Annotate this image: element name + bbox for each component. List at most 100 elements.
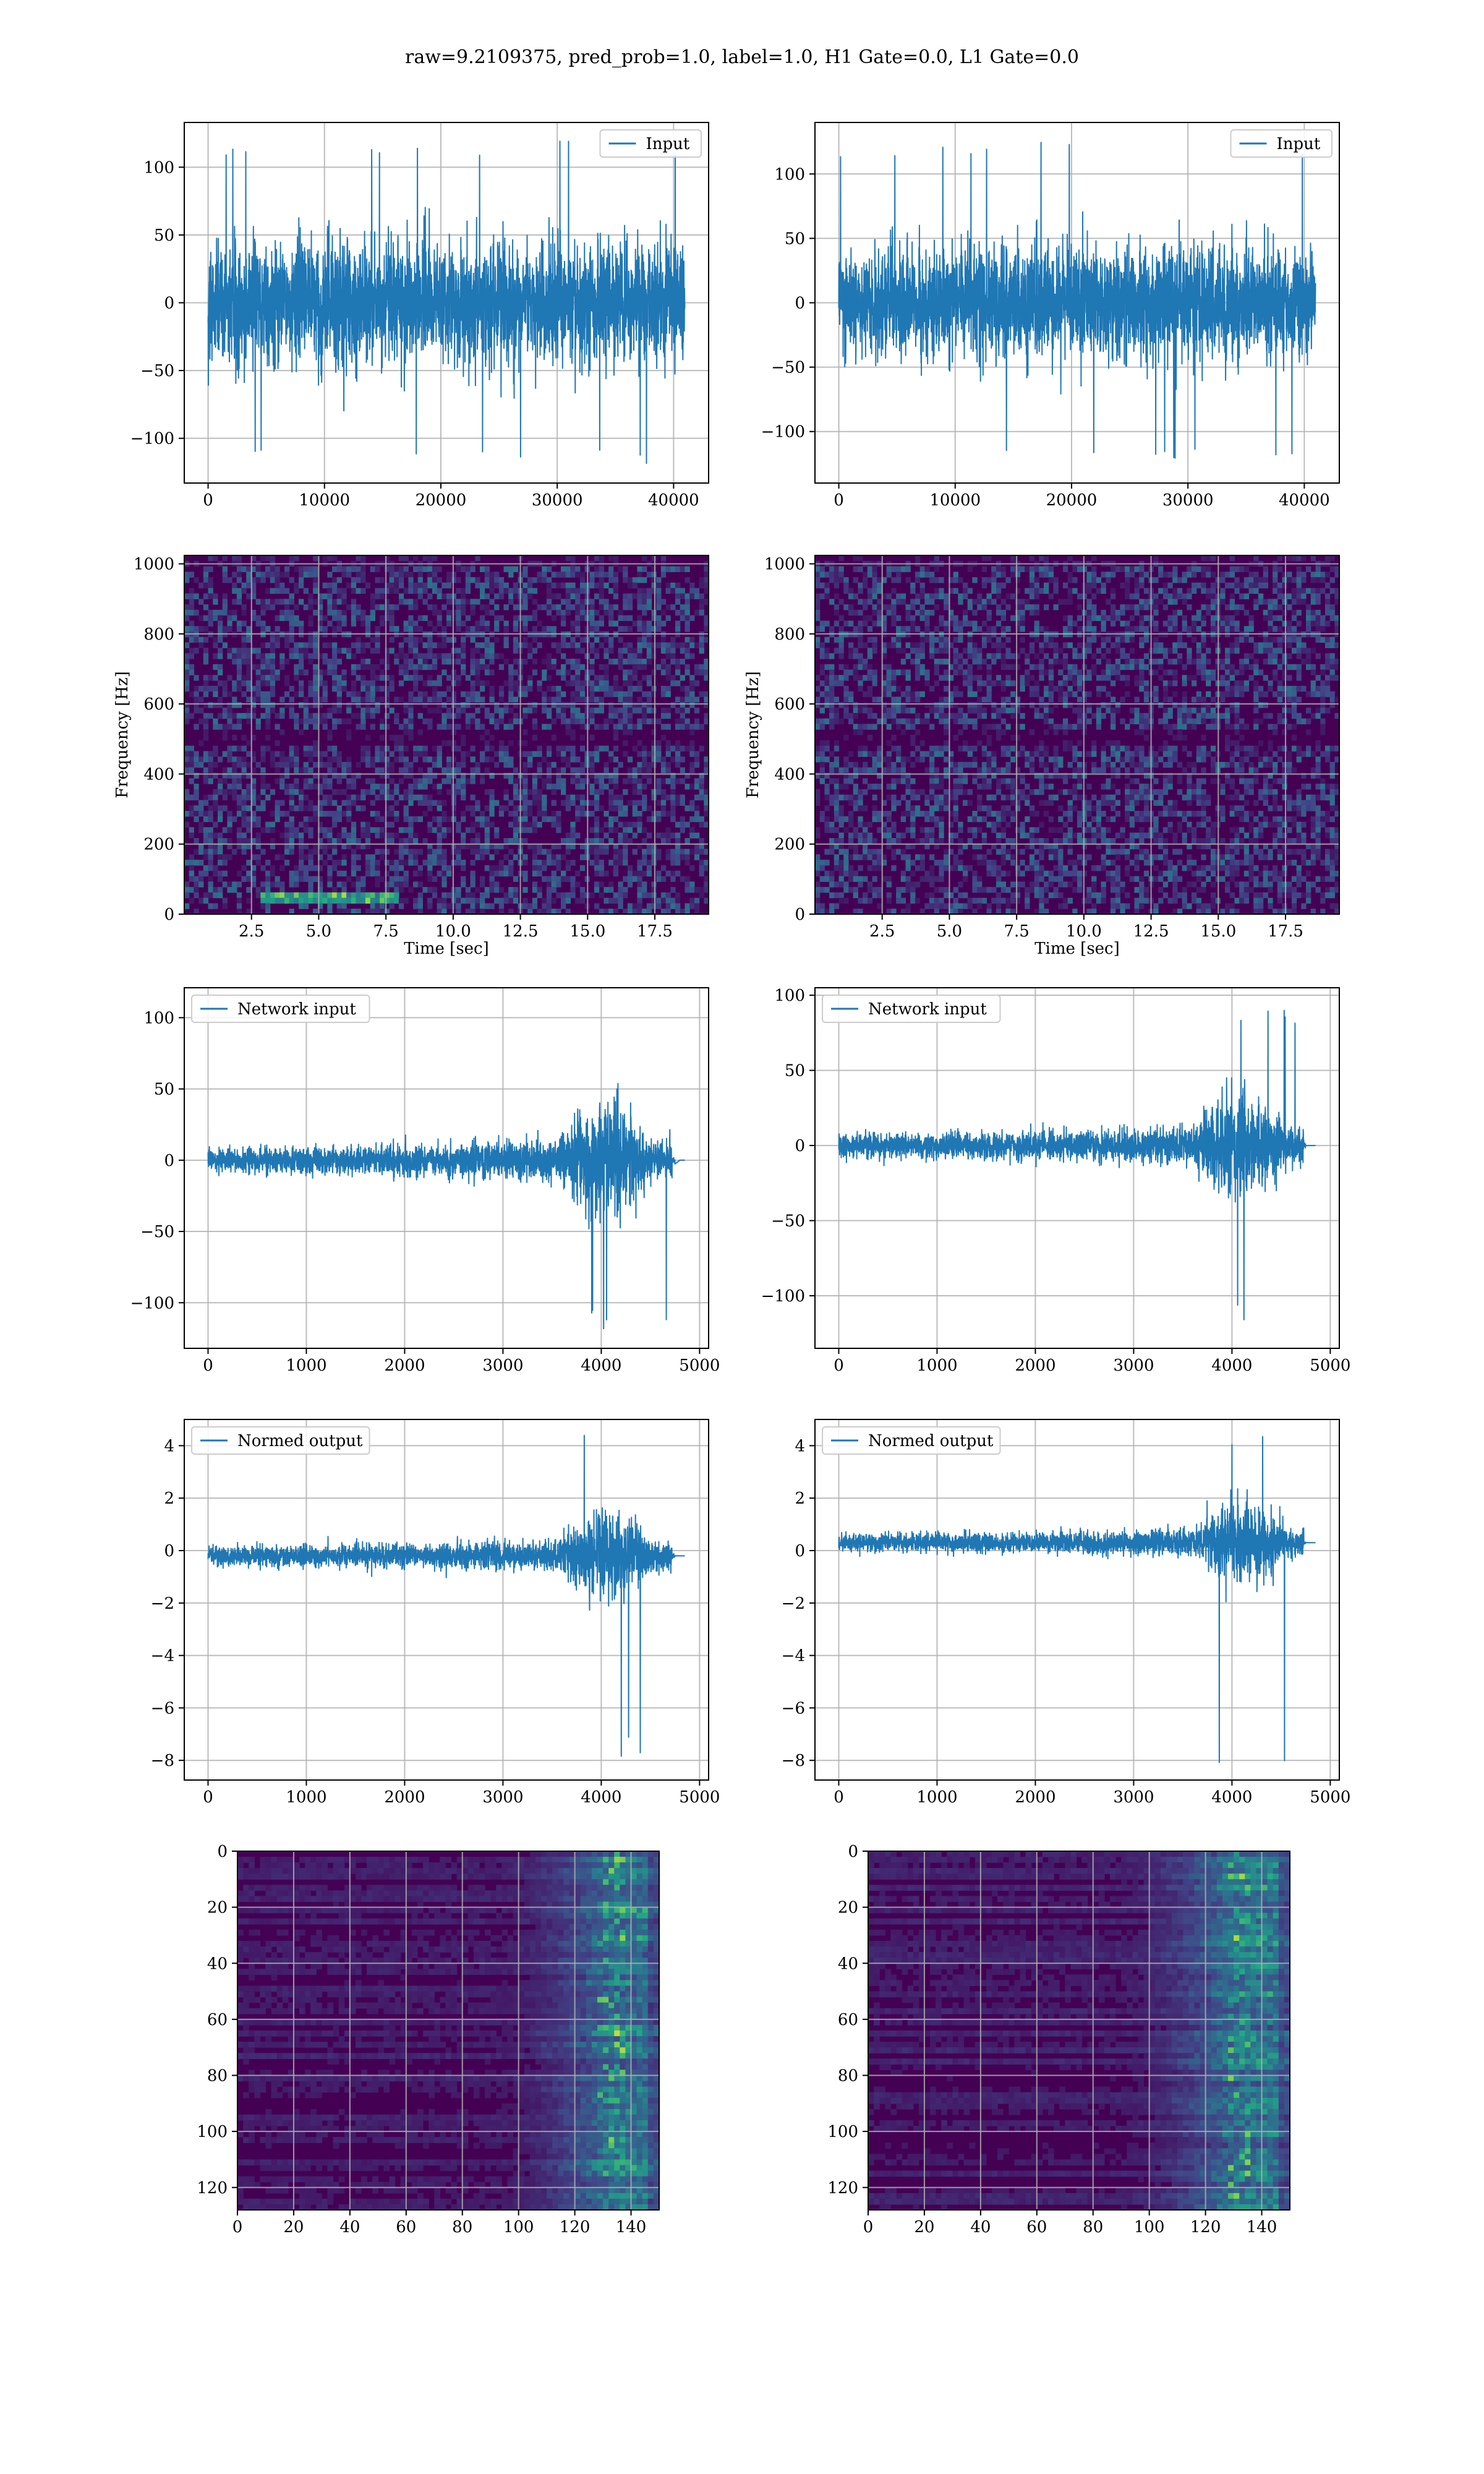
heatmap-cell [632, 702, 638, 708]
subplot-row2-right: 2.5 5.0 7.5 10.0 12.5 15.0 17.5020040060080010… [744, 555, 1340, 958]
heatmap-cell [613, 593, 619, 599]
heatmap-cell [565, 593, 571, 599]
heatmap-cell [351, 827, 357, 833]
heatmap-cell [294, 789, 299, 795]
heatmap-cell [1015, 588, 1021, 594]
heatmap-cell [384, 653, 390, 659]
heatmap-cell [246, 784, 252, 790]
heatmap-cell [289, 892, 294, 899]
heatmap-cell [522, 566, 528, 572]
heatmap-cell [380, 876, 385, 882]
heatmap-cell [218, 887, 223, 893]
heatmap-cell [819, 582, 825, 589]
heatmap-cell [213, 833, 218, 839]
heatmap-cell [346, 729, 352, 735]
heatmap-cell [232, 784, 237, 790]
heatmap-cell [613, 870, 619, 877]
heatmap-cell [403, 636, 409, 643]
heatmap-cell [532, 887, 538, 893]
heatmap-cell [660, 778, 667, 784]
heatmap-cell [863, 571, 868, 578]
heatmap-cell [660, 664, 667, 670]
heatmap-cell [389, 881, 394, 888]
heatmap-cell [863, 582, 868, 589]
heatmap-cell [336, 588, 342, 594]
heatmap-cell [651, 691, 657, 698]
heatmap-cell [332, 555, 338, 562]
heatmap-cell [684, 577, 690, 583]
heatmap-cell [660, 648, 667, 654]
heatmap-cell [613, 675, 619, 681]
heatmap-cell [322, 691, 328, 698]
heatmap-cell [246, 838, 252, 844]
heatmap-cell [327, 761, 333, 768]
heatmap-cell [1139, 642, 1145, 648]
heatmap-cell [579, 784, 586, 790]
heatmap-cell [556, 648, 561, 654]
heatmap-cell [537, 805, 542, 811]
heatmap-cell [570, 696, 576, 703]
heatmap-cell [394, 887, 399, 893]
heatmap-cell [699, 865, 704, 871]
heatmap-cell [208, 593, 213, 599]
heatmap-cell [346, 767, 352, 774]
heatmap-cell [475, 854, 480, 860]
heatmap-cell [222, 789, 228, 795]
heatmap-cell [370, 761, 375, 768]
heatmap-cell [403, 827, 409, 833]
heatmap-cell [1234, 620, 1240, 627]
heatmap-cell [427, 778, 433, 784]
heatmap-cell [651, 642, 657, 648]
heatmap-cell [494, 626, 500, 632]
heatmap-cell [380, 735, 385, 741]
heatmap-cell [341, 669, 347, 675]
heatmap-cell [579, 604, 586, 610]
heatmap-cell [370, 669, 375, 675]
heatmap-cell [365, 626, 371, 632]
heatmap-cell [213, 789, 218, 795]
heatmap-cell [1143, 636, 1149, 643]
heatmap-cell [594, 800, 600, 806]
heatmap-cell [427, 582, 433, 589]
y-tick-label: 0 [164, 294, 174, 313]
heatmap-cell [556, 811, 561, 817]
heatmap-cell [303, 702, 309, 708]
heatmap-cell [660, 800, 667, 806]
heatmap-cell [236, 838, 242, 844]
heatmap-cell [910, 620, 916, 627]
heatmap-cell [642, 860, 647, 866]
heatmap-cell [546, 761, 552, 768]
legend: Input [1230, 129, 1333, 158]
heatmap-cell [1291, 615, 1297, 622]
heatmap-cell [1258, 577, 1264, 583]
heatmap-cell [991, 599, 997, 605]
heatmap-cell [1263, 599, 1268, 605]
heatmap-cell [646, 909, 652, 915]
heatmap-cell [1258, 599, 1264, 605]
heatmap-cell [632, 664, 638, 670]
heatmap-cell [815, 599, 821, 605]
heatmap-cell [384, 767, 390, 774]
heatmap-cell [275, 642, 280, 648]
heatmap-cell [684, 849, 690, 855]
heatmap-cell [270, 642, 276, 648]
heatmap-cell [1334, 642, 1340, 648]
heatmap-cell [408, 713, 414, 719]
heatmap-cell [575, 642, 581, 648]
heatmap-cell [403, 767, 409, 774]
heatmap-cell [924, 599, 930, 605]
heatmap-cell [508, 593, 514, 599]
heatmap-cell [236, 909, 242, 915]
heatmap-cell [1277, 593, 1283, 599]
heatmap-cell [417, 745, 423, 751]
heatmap-cell [699, 849, 704, 855]
heatmap-cell [656, 740, 662, 747]
heatmap-cell [313, 582, 318, 589]
heatmap-cell [589, 664, 595, 670]
heatmap-cell [332, 843, 338, 850]
heatmap-cell [618, 800, 623, 806]
heatmap-cell [236, 577, 242, 583]
heatmap-cell [255, 615, 261, 622]
heatmap-cell [260, 849, 266, 855]
heatmap-cell [470, 827, 475, 833]
